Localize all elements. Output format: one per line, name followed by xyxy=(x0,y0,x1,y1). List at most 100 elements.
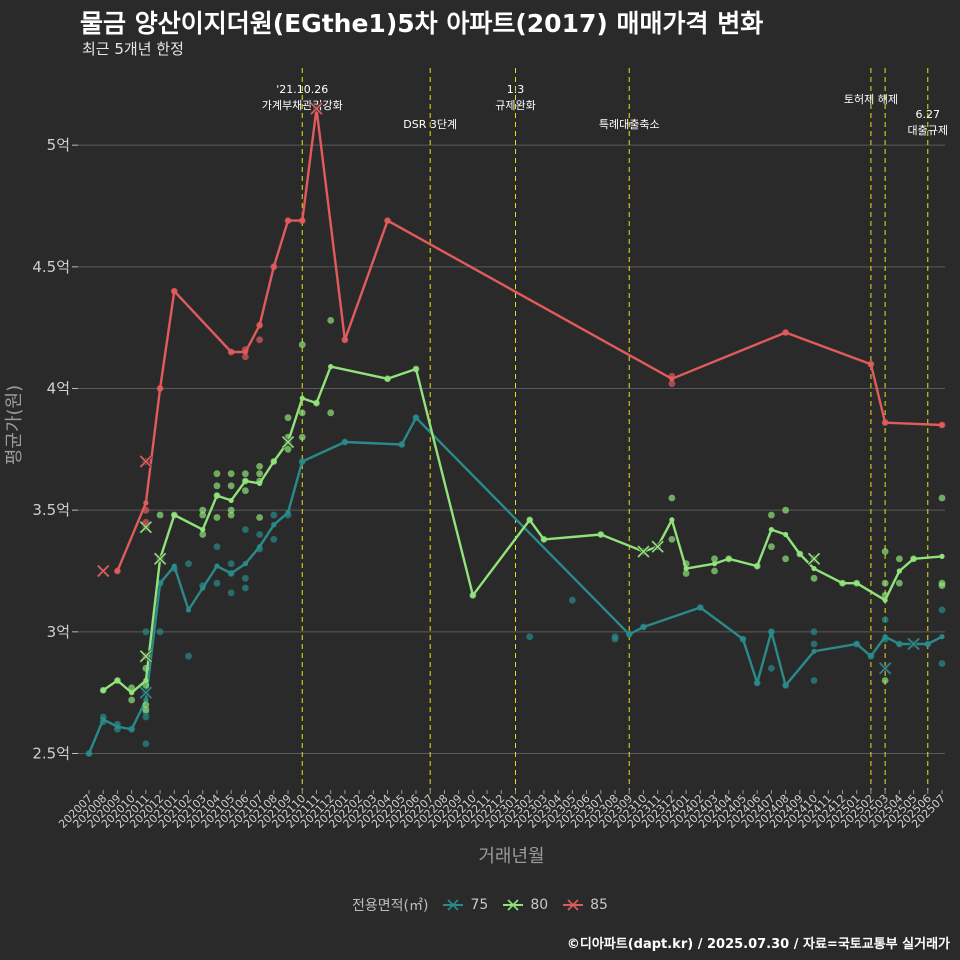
line-vertex-75 xyxy=(228,570,234,577)
event-label: 토허제 해제 xyxy=(844,92,898,106)
line-vertex-85 xyxy=(783,329,789,336)
line-vertex-85 xyxy=(157,385,163,392)
y-tick-label: 4.5억 xyxy=(32,258,70,276)
data-point-80 xyxy=(227,470,235,478)
data-point-80 xyxy=(213,482,221,490)
data-point-80 xyxy=(895,579,903,587)
line-vertex-75 xyxy=(257,544,263,550)
data-point-80 xyxy=(142,706,150,714)
line-vertex-80 xyxy=(299,395,305,401)
line-vertex-80 xyxy=(683,565,689,572)
data-point-80 xyxy=(227,506,235,514)
legend-item-80[interactable]: 80 xyxy=(502,897,548,913)
line-vertex-75 xyxy=(640,624,647,630)
data-point-80 xyxy=(298,433,306,441)
data-point-80 xyxy=(199,506,207,514)
legend-label-85: 85 xyxy=(590,897,608,913)
cross-marker-75 xyxy=(879,662,892,675)
cross-marker-75 xyxy=(907,637,920,651)
data-point-80 xyxy=(327,409,335,417)
event-label: 규제완화 xyxy=(495,99,535,112)
cross-marker-85 xyxy=(97,564,110,578)
line-vertex-85 xyxy=(171,288,177,294)
event-label: 대출규제 xyxy=(908,124,948,137)
line-vertex-75 xyxy=(939,634,945,640)
line-vertex-80 xyxy=(669,517,675,523)
data-point-80 xyxy=(199,511,207,519)
line-vertex-80 xyxy=(242,478,248,484)
line-vertex-85 xyxy=(669,376,675,382)
data-point-75 xyxy=(938,660,946,667)
line-vertex-80 xyxy=(839,580,846,586)
data-point-80 xyxy=(768,543,775,551)
data-point-80 xyxy=(213,514,221,521)
data-point-85 xyxy=(668,380,676,388)
line-vertex-80 xyxy=(811,565,817,572)
data-point-75 xyxy=(611,633,619,641)
data-point-75 xyxy=(810,677,818,684)
line-vertex-75 xyxy=(896,641,902,647)
line-vertex-75 xyxy=(200,585,206,591)
line-vertex-80 xyxy=(783,531,789,538)
line-vertex-75 xyxy=(185,607,192,613)
line-vertex-80 xyxy=(257,480,263,486)
line-vertex-80 xyxy=(114,677,121,684)
data-point-80 xyxy=(711,555,718,563)
legend-label-75: 75 xyxy=(470,897,489,913)
y-tick-label: 4억 xyxy=(47,380,70,398)
line-vertex-80 xyxy=(711,561,718,567)
legend-key-85 xyxy=(563,899,584,911)
line-vertex-80 xyxy=(384,376,391,382)
line-vertex-85 xyxy=(257,322,263,328)
legend-item-85[interactable]: 85 xyxy=(562,897,608,913)
line-vertex-75 xyxy=(882,634,888,640)
line-vertex-85 xyxy=(271,264,277,270)
y-axis-title: 평균가(원) xyxy=(4,385,25,465)
data-point-85 xyxy=(241,353,249,361)
data-point-80 xyxy=(241,487,249,495)
data-point-80 xyxy=(298,409,306,417)
data-point-75 xyxy=(270,511,278,519)
data-point-80 xyxy=(213,470,221,478)
series-line-85 xyxy=(116,107,943,572)
data-point-80 xyxy=(142,701,150,709)
data-point-80 xyxy=(895,555,903,563)
line-vertex-75 xyxy=(100,716,106,723)
data-point-80 xyxy=(768,511,775,519)
line-vertex-80 xyxy=(413,366,419,372)
data-point-80 xyxy=(128,684,136,692)
line-vertex-80 xyxy=(313,400,320,406)
legend-key-75 xyxy=(443,899,464,911)
legend: 전용면적(㎡) 75 80 85 xyxy=(0,895,960,915)
line-vertex-80 xyxy=(470,592,476,598)
line-vertex-80 xyxy=(328,364,334,370)
data-point-80 xyxy=(881,677,889,684)
data-point-75 xyxy=(213,543,221,551)
data-point-80 xyxy=(199,531,207,538)
data-point-75 xyxy=(568,596,576,604)
line-vertex-75 xyxy=(271,522,277,528)
legend-label-80: 80 xyxy=(530,897,549,913)
line-vertex-80 xyxy=(129,690,135,696)
line-vertex-75 xyxy=(214,563,220,569)
data-point-75 xyxy=(256,531,263,538)
legend-item-75[interactable]: 75 xyxy=(442,897,488,913)
data-point-80 xyxy=(227,511,235,519)
line-vertex-85 xyxy=(285,218,291,224)
line-vertex-75 xyxy=(854,641,860,647)
cross-marker-80 xyxy=(651,540,664,553)
data-point-80 xyxy=(241,470,249,478)
line-vertex-85 xyxy=(114,568,121,574)
line-vertex-75 xyxy=(242,561,248,567)
data-point-75 xyxy=(810,640,818,648)
data-point-80 xyxy=(128,696,136,704)
data-point-75 xyxy=(227,560,235,568)
line-vertex-85 xyxy=(342,337,348,343)
line-vertex-75 xyxy=(157,580,163,586)
line-vertex-75 xyxy=(925,641,931,647)
data-point-75 xyxy=(227,589,235,597)
line-vertex-75 xyxy=(768,629,775,635)
data-point-75 xyxy=(270,535,278,543)
data-point-80 xyxy=(668,535,676,543)
